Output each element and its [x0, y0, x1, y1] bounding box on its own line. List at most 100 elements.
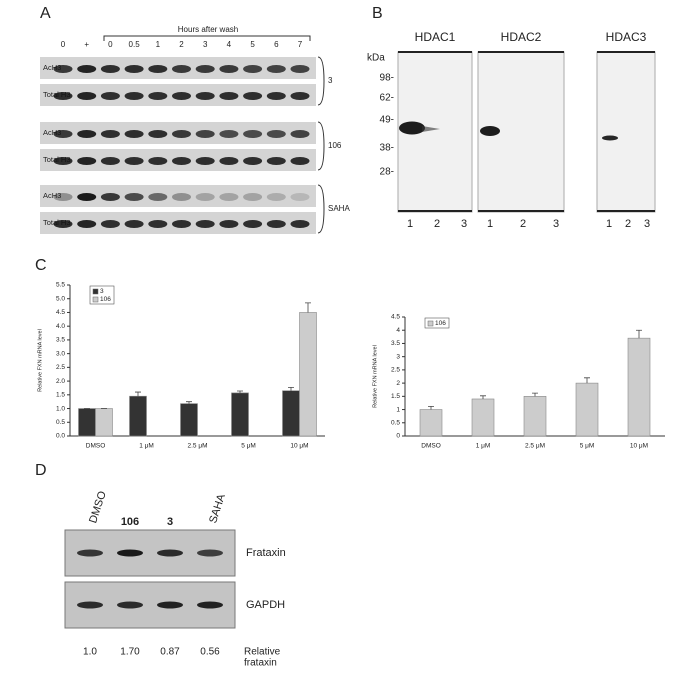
y-tick-label: 4.5: [56, 309, 65, 316]
bar: [299, 312, 317, 437]
bar: [627, 337, 651, 437]
error-bar: [305, 302, 311, 313]
y-tick-label: 4.0: [56, 323, 65, 330]
legend: [424, 317, 450, 329]
lane-label: 1: [606, 218, 612, 230]
legend-swatch: [92, 288, 99, 295]
band: [77, 92, 97, 100]
lane-label: 2: [434, 218, 440, 230]
marker: 62-: [380, 93, 394, 104]
y-tick-label: 2.5: [391, 367, 400, 374]
band: [77, 220, 97, 228]
band: [77, 130, 97, 138]
bar: [78, 408, 96, 437]
legend-swatch: [427, 320, 434, 327]
y-tick-label: 3.5: [56, 337, 65, 344]
relative-value: 1.0: [83, 647, 97, 658]
marker: 49-: [380, 115, 394, 126]
lane-label: 2: [520, 218, 526, 230]
blot-title: HDAC3: [606, 30, 647, 44]
band: [148, 220, 168, 228]
lane-label: 3: [203, 40, 208, 49]
band: [195, 193, 215, 201]
x-tick-label: 10 μM: [290, 443, 308, 450]
blot-title: HDAC1: [415, 30, 456, 44]
relative-label: frataxin: [244, 658, 277, 669]
relative-value: 1.70: [120, 647, 140, 658]
panel-label: B: [372, 5, 383, 22]
y-tick-label: 0: [396, 433, 400, 440]
bar: [523, 396, 547, 437]
band: [480, 126, 500, 136]
bar: [231, 392, 249, 437]
band: [243, 65, 263, 73]
bar: [95, 408, 113, 437]
band: [77, 193, 97, 201]
band: [266, 92, 286, 100]
band: [100, 193, 120, 201]
x-tick-label: DMSO: [421, 443, 441, 450]
panel-label: A: [40, 5, 51, 22]
error-bar: [636, 329, 642, 339]
y-tick-label: 1.0: [56, 405, 65, 412]
band: [53, 193, 73, 201]
lane-label: 2: [179, 40, 184, 49]
lane-label: 3: [644, 218, 650, 230]
band: [219, 157, 239, 165]
band: [290, 220, 310, 228]
lane-label: 0: [108, 40, 113, 49]
bar: [419, 409, 443, 437]
band: [124, 157, 144, 165]
lane-label: 4: [227, 40, 232, 49]
compound-label: SAHA: [328, 204, 350, 213]
bracket: [317, 184, 325, 234]
panel-label: D: [35, 462, 47, 479]
band: [100, 92, 120, 100]
band: [148, 92, 168, 100]
band: [117, 601, 143, 609]
y-tick-label: 1: [396, 406, 400, 413]
band: [172, 130, 191, 138]
blot-title: HDAC2: [501, 30, 542, 44]
band: [290, 92, 310, 100]
band: [399, 121, 425, 135]
legend-swatch: [92, 296, 99, 303]
band: [219, 193, 239, 201]
y-tick-label: 0.5: [391, 419, 400, 426]
band: [77, 65, 97, 73]
y-tick-label: 2.5: [56, 364, 65, 371]
blot: [596, 51, 656, 213]
bracket: [317, 121, 325, 171]
band: [53, 220, 73, 228]
y-tick-label: 3.5: [391, 340, 400, 347]
band: [290, 193, 310, 201]
unit: kDa: [367, 53, 385, 64]
row-label: AcH3: [43, 191, 61, 200]
lane-label: SAHA: [207, 492, 228, 525]
band: [195, 157, 215, 165]
band: [243, 157, 263, 165]
lane-label: 6: [274, 40, 279, 49]
error-bar: [584, 377, 590, 384]
band: [219, 92, 239, 100]
band: [100, 65, 120, 73]
band: [290, 130, 310, 138]
band: [100, 130, 120, 138]
band: [148, 157, 168, 165]
bar: [282, 390, 300, 437]
compound-label: 3: [328, 76, 333, 85]
band: [148, 65, 168, 73]
y-axis-title: Relative FXN mRNA level: [37, 329, 43, 392]
band: [124, 220, 144, 228]
band: [157, 549, 183, 557]
x-tick-label: 5 μM: [241, 443, 256, 450]
error-bar: [135, 391, 141, 397]
row-label: Frataxin: [246, 547, 286, 559]
relative-value: 0.87: [160, 647, 180, 658]
error-bar: [288, 387, 294, 391]
band: [266, 130, 286, 138]
y-tick-label: 4: [396, 327, 400, 334]
band: [219, 65, 239, 73]
band: [243, 130, 263, 138]
